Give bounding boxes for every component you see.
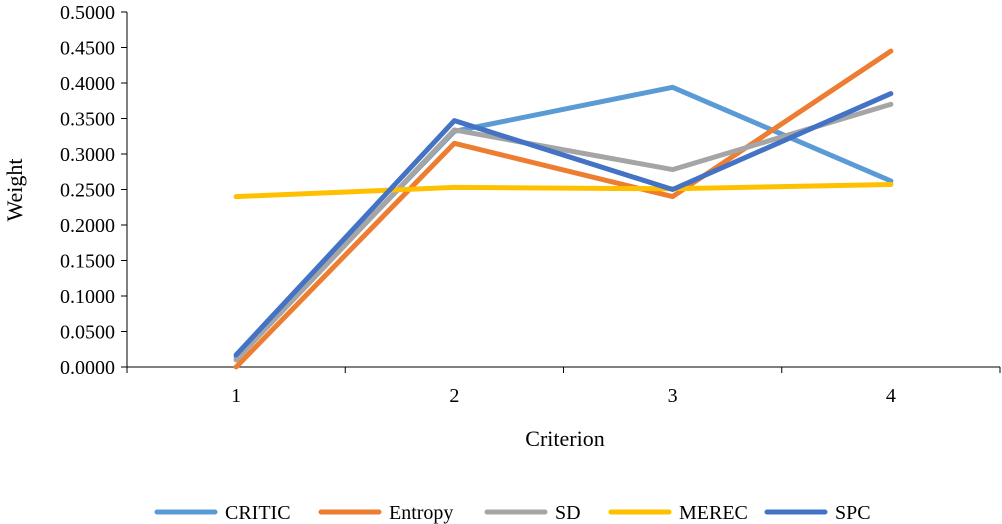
legend-label-critic: CRITIC xyxy=(225,502,291,524)
series-line-merec xyxy=(233,182,894,200)
y-tick-label: 0.2500 xyxy=(60,180,115,202)
legend-label-entropy: Entropy xyxy=(389,502,453,524)
series-line-critic xyxy=(233,84,894,360)
y-tick-label: 0.1500 xyxy=(60,251,115,273)
y-tick-label: 0.1000 xyxy=(60,286,115,308)
legend-label-spc: SPC xyxy=(835,502,871,524)
y-tick-label: 0.0000 xyxy=(60,357,115,379)
y-tick-label: 0.4500 xyxy=(60,38,115,60)
y-tick-label: 0.0500 xyxy=(60,322,115,344)
series-layer xyxy=(233,48,894,370)
y-tick-label: 0.4000 xyxy=(60,73,115,95)
series-line-spc xyxy=(233,91,894,358)
y-axis: 0.0000 0.0500 0.1000 0.1500 0.2000 0.2500 0.30… xyxy=(60,2,128,379)
y-tick-label: 0.3500 xyxy=(60,109,115,131)
series-line-entropy xyxy=(233,48,894,370)
x-tick-label: 3 xyxy=(668,385,678,407)
legend-label-merec: MEREC xyxy=(679,502,748,524)
x-tick-label: 1 xyxy=(231,385,241,407)
x-tick-label: 4 xyxy=(886,385,896,407)
legend-label-sd: SD xyxy=(555,502,581,524)
y-tick-label: 0.3000 xyxy=(60,144,115,166)
y-axis-title: Weight xyxy=(2,159,27,222)
series-line-sd xyxy=(233,101,894,363)
x-axis-title: Criterion xyxy=(525,426,604,451)
x-axis: 1 2 3 4 xyxy=(126,366,1001,407)
y-tick-label: 0.2000 xyxy=(60,215,115,237)
y-tick-label: 0.5000 xyxy=(60,2,115,24)
legend: CRITIC Entropy SD MEREC SPC xyxy=(154,502,871,524)
x-tick-label: 2 xyxy=(449,385,459,407)
